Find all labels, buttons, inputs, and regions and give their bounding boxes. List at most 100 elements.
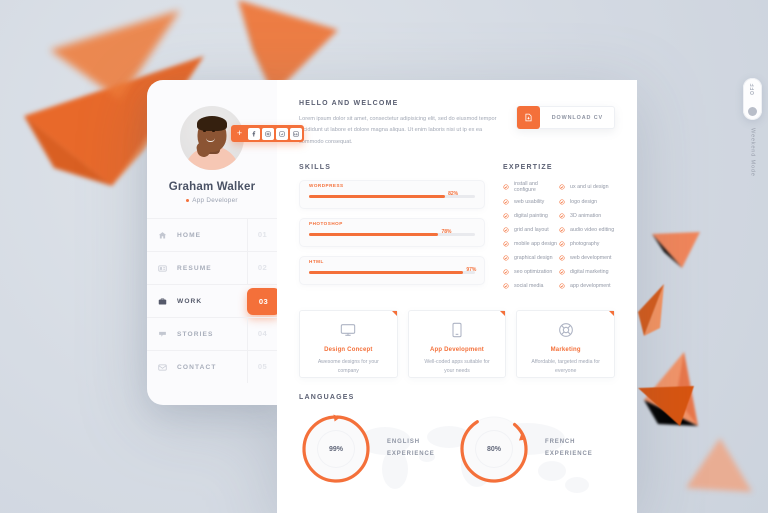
progress-ring-french: 80% — [457, 412, 531, 486]
service-description: Affordable, targeted media for everyone — [531, 359, 600, 375]
sidebar-item-number: 05 — [247, 351, 277, 383]
expertize-item-label: install and configure — [514, 181, 538, 194]
sidebar-item-resume[interactable]: RESUME 02 — [147, 251, 277, 284]
check-circle-icon — [503, 184, 509, 190]
skill-progress-fill — [309, 271, 464, 274]
expertize-item-label: ux and ui design — [570, 184, 609, 191]
skill-label: HTML — [309, 259, 324, 265]
service-card-app-development[interactable]: App Development Well-coded apps suitable… — [407, 310, 507, 379]
skill-label: PHOTOSHOP — [309, 221, 343, 227]
expertize-item: install and configure — [503, 180, 559, 194]
skill-progress-track: 97% — [309, 267, 476, 274]
weekend-mode-label: Weekend Mode — [749, 128, 756, 177]
progress-ring-english: 99% — [299, 412, 373, 486]
language-labels: ENGLISH EXPERIENCE — [387, 437, 435, 460]
check-circle-icon — [559, 255, 565, 261]
sidebar-item-label: WORK — [177, 297, 203, 305]
weekend-mode-toggle[interactable]: OFF — [743, 78, 762, 120]
profile-name: Graham Walker — [168, 181, 256, 193]
service-title: App Development — [430, 347, 485, 354]
social-links-bar[interactable]: + — [231, 125, 304, 142]
skill-percent: 78% — [441, 228, 452, 235]
language-labels: FRENCH EXPERIENCE — [545, 437, 593, 460]
toggle-knob[interactable] — [748, 107, 757, 116]
expertize-item-label: digital marketing — [570, 268, 609, 275]
expertize-item-label: app development — [570, 283, 611, 290]
skill-progress-fill — [309, 233, 439, 236]
service-card-marketing[interactable]: Marketing Affordable, targeted media for… — [516, 310, 616, 379]
download-cv-button[interactable]: DOWNLOAD CV — [515, 106, 615, 129]
check-circle-icon — [559, 269, 565, 275]
linkedin-icon[interactable] — [290, 127, 302, 140]
sidebar-item-contact[interactable]: CONTACT 05 — [147, 350, 277, 383]
check-circle-icon — [503, 255, 509, 261]
check-circle-icon — [559, 184, 565, 190]
download-cv-label: DOWNLOAD CV — [551, 114, 603, 121]
expertize-column-1: install and configure web usability digi… — [503, 180, 559, 293]
service-card-design-concept[interactable]: Design Concept Awesome designs for your … — [299, 310, 398, 379]
sidebar-item-home[interactable]: HOME 01 — [147, 218, 277, 251]
language-item-english: 99% ENGLISH EXPERIENCE — [299, 412, 457, 486]
profile-role-text: App Developer — [192, 197, 238, 204]
sidebar-item-number: 03 — [247, 287, 280, 315]
page-title: HELLO AND WELCOME — [299, 100, 399, 107]
skill-row: HTML 97% — [299, 256, 485, 286]
expertize-item: social media — [503, 279, 559, 293]
expertize-item: photography — [559, 237, 615, 251]
decor-triangle-bottom-right — [680, 432, 760, 502]
sidebar-item-label: STORIES — [177, 330, 214, 338]
check-circle-icon — [503, 283, 509, 289]
language-name: FRENCH — [545, 439, 576, 446]
add-social-icon[interactable]: + — [236, 128, 243, 138]
expertize-item: grid and layout — [503, 223, 559, 237]
status-dot-icon — [186, 198, 190, 202]
expertize-item-label: web development — [570, 254, 612, 261]
profile-role: App Developer — [147, 197, 277, 204]
skills-expertize-row: SKILLS WORDPRESS 82% PHOTOSHOP — [299, 164, 615, 293]
expertize-item: audio video editing — [559, 223, 615, 237]
sidebar-item-work[interactable]: WORK 03 — [147, 284, 280, 317]
expertize-item-label: graphical design — [514, 254, 553, 261]
skill-progress-track: 82% — [309, 191, 475, 198]
expertize-item-label: logo design — [570, 198, 598, 205]
weekend-mode-control: OFF Weekend Mode — [743, 78, 762, 177]
sidebar-item-number: 01 — [247, 219, 277, 251]
expertize-item-label: audio video editing — [570, 226, 615, 233]
expertize-item: seo optimization — [503, 265, 559, 279]
progress-ring-value: 80% — [475, 430, 513, 469]
sidebar-item-stories[interactable]: STORIES 04 — [147, 317, 277, 350]
language-sub: EXPERIENCE — [387, 451, 435, 458]
expertize-item-label: grid and layout — [514, 226, 549, 233]
sidebar-item-label: HOME — [177, 231, 202, 239]
check-circle-icon — [559, 198, 565, 205]
intro-section: HELLO AND WELCOME Lorem ipsum dolor sit … — [299, 100, 615, 148]
instagram-icon[interactable] — [262, 127, 274, 140]
expertize-title: EXPERTIZE — [503, 164, 553, 172]
skill-progress-track: 78% — [309, 229, 475, 236]
expertize-item: 3D animation — [559, 209, 615, 223]
expertize-item: web development — [559, 251, 615, 265]
check-circle-icon — [559, 283, 565, 289]
app-card: + — [147, 80, 637, 513]
intro-paragraph: Lorem ipsum dolor sit amet, consectetur … — [299, 116, 497, 145]
language-sub: EXPERIENCE — [545, 451, 593, 458]
skills-title: SKILLS — [299, 164, 332, 172]
sidebar: + — [147, 80, 304, 405]
facebook-icon[interactable] — [248, 127, 260, 140]
expertize-item-label: digital painting — [514, 212, 548, 219]
skill-percent: 82% — [448, 190, 459, 197]
progress-ring-value: 99% — [317, 430, 355, 469]
twitter-icon[interactable] — [276, 127, 288, 140]
expertize-item-label: photography — [570, 240, 600, 247]
decor-triangle-right-1 — [648, 232, 704, 276]
skill-progress-fill — [309, 195, 446, 198]
resume-icon — [147, 264, 177, 273]
download-cv-icon — [516, 106, 540, 129]
sidebar-item-label: RESUME — [177, 264, 212, 272]
service-description: Well-coded apps suitable for your needs — [424, 359, 490, 375]
expertize-item: digital marketing — [559, 265, 615, 279]
language-name: ENGLISH — [387, 439, 420, 446]
sidebar-item-label: CONTACT — [177, 363, 217, 371]
stories-icon — [147, 330, 177, 339]
corner-accent-icon — [609, 311, 615, 317]
